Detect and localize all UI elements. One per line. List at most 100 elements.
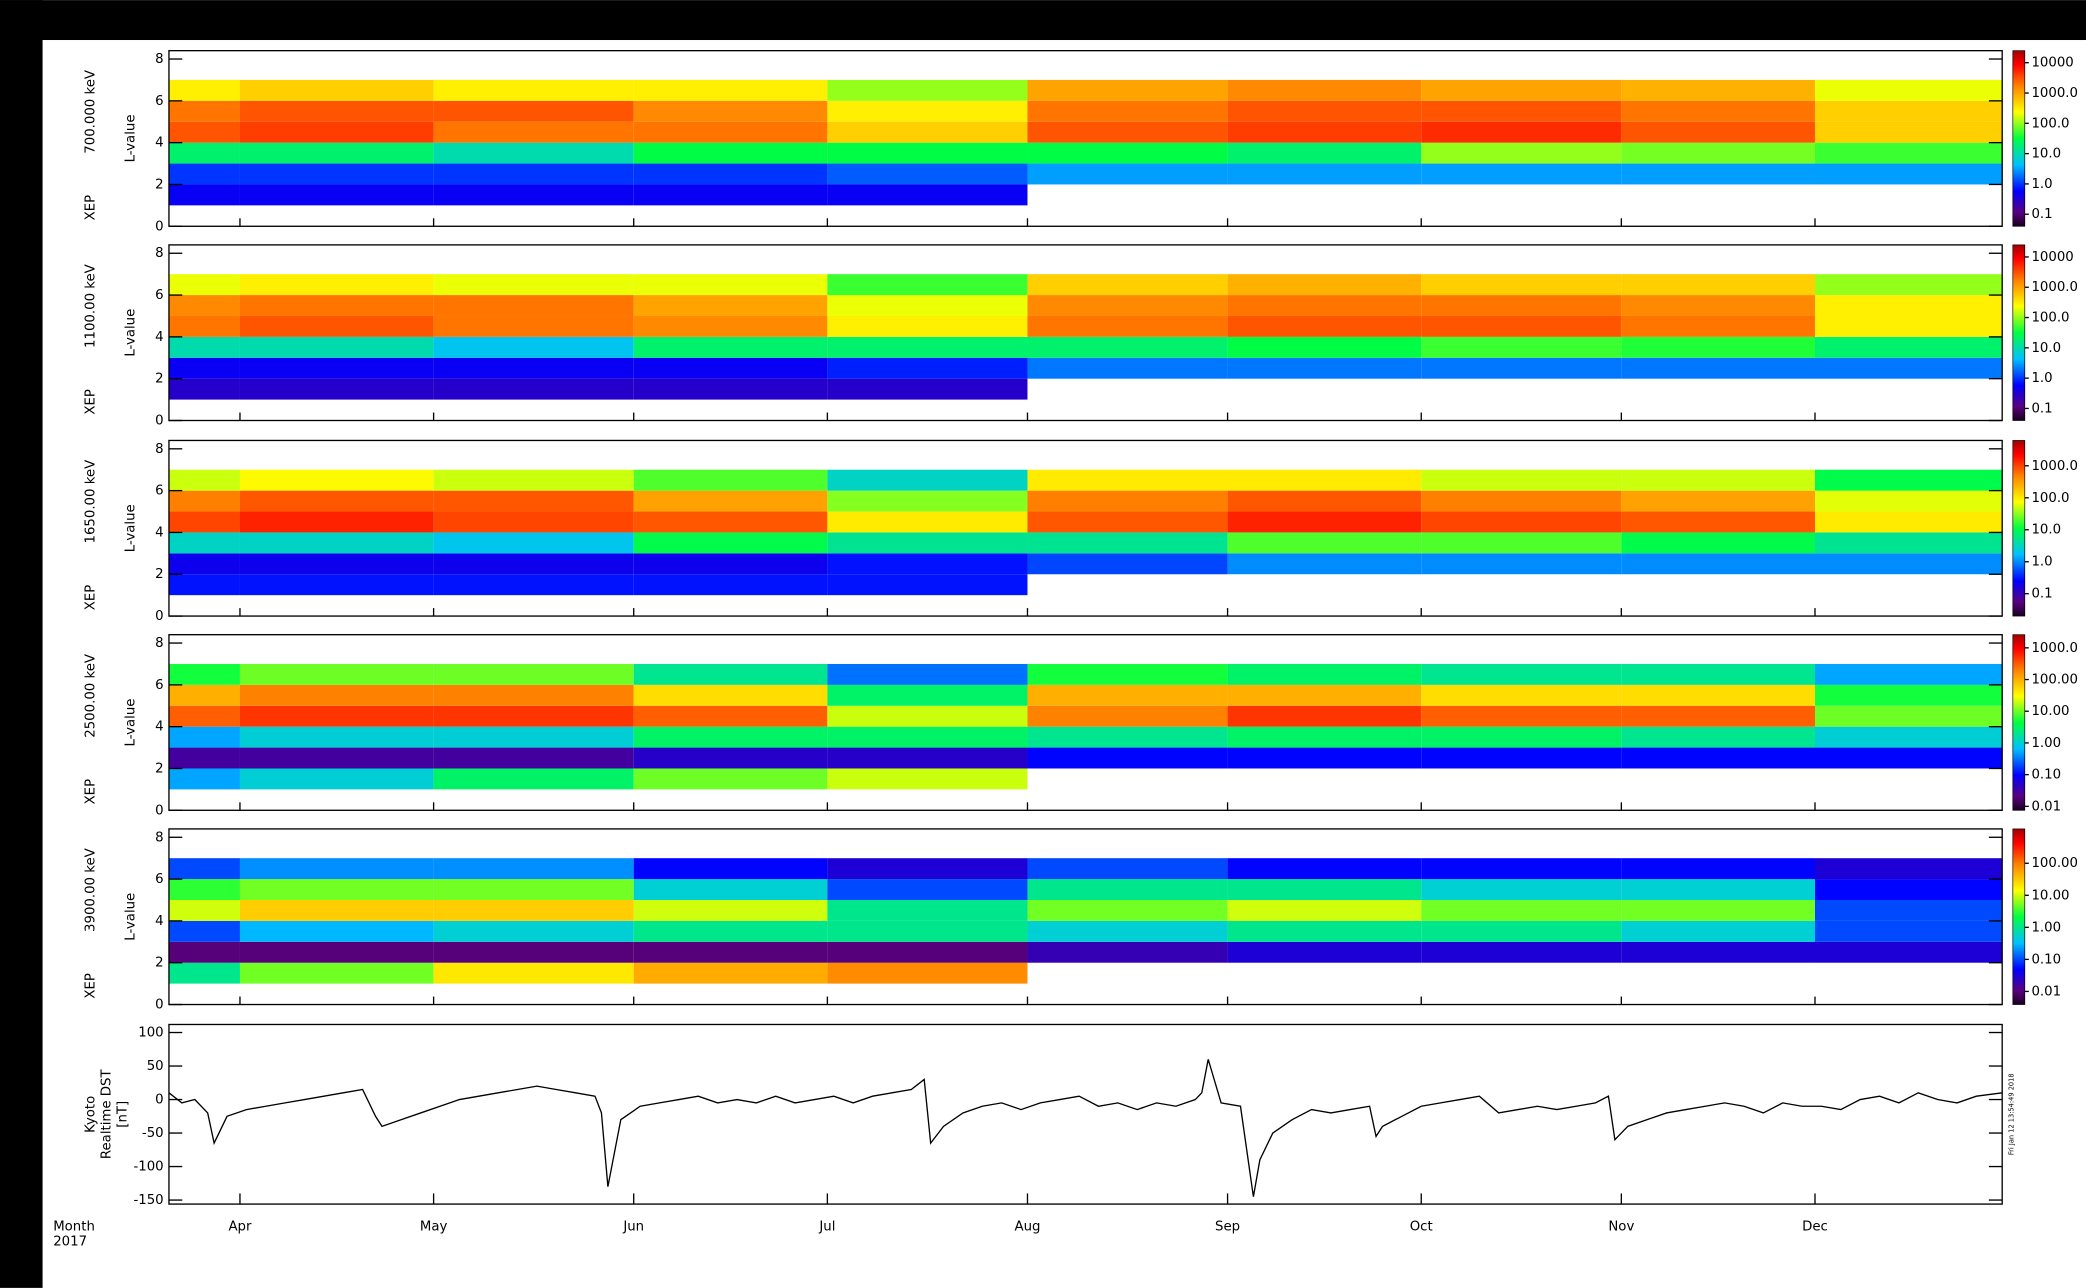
y-tick-label: 4: [155, 914, 163, 929]
heatmap-cell: [1814, 274, 2003, 296]
heatmap-cell: [168, 574, 240, 596]
heatmap-cell: [1421, 274, 1622, 296]
heatmap-cell: [1421, 532, 1622, 554]
heatmap-cell: [633, 357, 828, 379]
heatmap-cell: [239, 574, 434, 596]
heatmap-cell: [433, 469, 634, 491]
y-tick-label: 0: [155, 219, 163, 234]
heatmap-cell: [1814, 315, 2003, 337]
colorbar-tick-label: 1000.0: [2031, 459, 2078, 474]
heatmap-cell: [1421, 469, 1622, 491]
heatmap-cell: [827, 858, 1028, 880]
heatmap-cell: [1421, 121, 1622, 143]
heatmap-cell: [1027, 79, 1228, 101]
colorbar-tick-label: 100.00: [2031, 673, 2078, 688]
x-tick-label: May: [420, 1220, 448, 1235]
heatmap-cell: [1621, 315, 1815, 337]
heatmap-cell: [168, 469, 240, 491]
heatmap-cell: [433, 490, 634, 512]
heatmap-cell: [433, 553, 634, 575]
heatmap-cell: [1227, 920, 1422, 942]
heatmap-cell: [1421, 553, 1622, 575]
heatmap-cell: [1814, 663, 2003, 685]
heatmap-cell: [1814, 920, 2003, 942]
heatmap-cell: [433, 858, 634, 880]
colorbar-tick-label: 1000.0: [2031, 641, 2078, 656]
heatmap-cell: [1227, 100, 1422, 122]
heatmap-cell: [1621, 553, 1815, 575]
heatmap-cell: [827, 315, 1028, 337]
heatmap-cell: [239, 357, 434, 379]
heatmap-cell: [1421, 726, 1622, 748]
heatmap-cell: [1814, 336, 2003, 358]
heatmap-cell: [827, 490, 1028, 512]
y-tick-label: 6: [155, 678, 163, 693]
heatmap-cell: [433, 574, 634, 596]
heatmap-cell: [433, 184, 634, 206]
colorbar-tick-label: 100.00: [2031, 856, 2078, 871]
energy-label: 3900.00 keV: [83, 848, 98, 932]
top-border: [0, 0, 2086, 41]
heatmap-cell: [827, 121, 1028, 143]
heatmap-cell: [827, 469, 1028, 491]
y-tick-label: 2: [155, 567, 163, 582]
heatmap-cell: [168, 378, 240, 400]
instrument-label: XEP: [83, 779, 98, 805]
heatmap-cell: [168, 553, 240, 575]
heatmap-cell: [1621, 879, 1815, 900]
y-axis-label: L-value: [123, 114, 138, 162]
colorbar-tick-label: 10000: [2031, 56, 2073, 71]
x-axis-label: 2017: [53, 1234, 87, 1249]
heatmap-cell: [1027, 553, 1228, 575]
heatmap-cell: [827, 747, 1028, 769]
x-tick-label: Nov: [1608, 1220, 1634, 1235]
heatmap-cell: [168, 490, 240, 512]
heatmap-cell: [239, 511, 434, 533]
y-tick-label: 8: [155, 636, 163, 651]
heatmap-cell: [239, 336, 434, 358]
heatmap-cell: [1027, 858, 1228, 880]
heatmap-cell: [633, 962, 828, 984]
instrument-label: XEP: [83, 195, 98, 221]
heatmap-cell: [168, 879, 240, 900]
heatmap-cell: [633, 79, 828, 101]
y-axis-label: L-value: [123, 309, 138, 357]
heatmap-cell: [827, 879, 1028, 900]
heatmap-cell: [1421, 899, 1622, 921]
colorbar-tick-label: 100.0: [2031, 491, 2069, 506]
heatmap-cell: [1621, 295, 1815, 316]
heatmap-cell: [239, 705, 434, 727]
heatmap-cell: [827, 574, 1028, 596]
heatmap-cell: [1814, 858, 2003, 880]
heatmap-cell: [1621, 79, 1815, 101]
colorbar: [2012, 50, 2026, 227]
heatmap-cell: [239, 469, 434, 491]
heatmap-cell: [633, 378, 828, 400]
colorbar-tick-label: 1000.0: [2031, 86, 2078, 101]
heatmap-cell: [1621, 684, 1815, 706]
heatmap-cell: [1814, 747, 2003, 769]
heatmap-cell: [1621, 663, 1815, 685]
heatmap-cell: [433, 747, 634, 769]
heatmap-cell: [1814, 941, 2003, 963]
y-tick-label: 2: [155, 177, 163, 192]
heatmap-cell: [1814, 879, 2003, 900]
colorbar-tick-label: 100.0: [2031, 311, 2069, 326]
heatmap-cell: [1027, 121, 1228, 143]
y-tick-label: 2: [155, 761, 163, 776]
heatmap-cell: [633, 163, 828, 185]
heatmap-cell: [633, 184, 828, 206]
heatmap-cell: [827, 553, 1028, 575]
colorbar-tick-label: 10000: [2031, 250, 2073, 265]
y-axis-label: [nT]: [115, 1101, 130, 1128]
heatmap-cell: [239, 920, 434, 942]
heatmap-cell: [1421, 941, 1622, 963]
heatmap-cell: [827, 941, 1028, 963]
heatmap-cell: [168, 336, 240, 358]
heatmap-cell: [168, 295, 240, 316]
heatmap-cell: [239, 962, 434, 984]
heatmap-cell: [1814, 100, 2003, 122]
heatmap-cell: [1621, 899, 1815, 921]
heatmap-cell: [1227, 705, 1422, 727]
